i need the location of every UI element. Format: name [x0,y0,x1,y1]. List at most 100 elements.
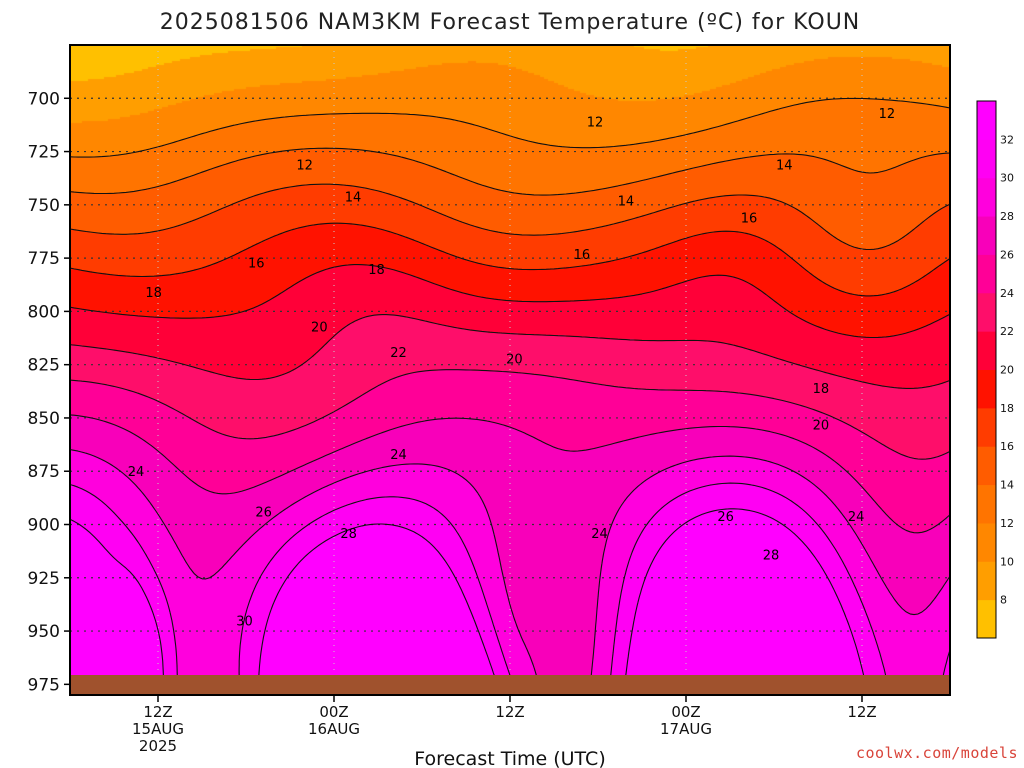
contour-label: 28 [340,527,357,542]
contour-label-text: 14 [345,190,362,205]
contour-label: 26 [717,510,734,525]
contour-label: 18 [145,286,162,301]
colorbar-tick-label: 28 [1000,210,1014,223]
contour-label-text: 28 [340,527,357,542]
colorbar-tick-label: 14 [1000,479,1014,492]
contour-labels: 12 12 12 14 14 14 16 16 16 18 18 18 20 20 20 22 24 24 24 24… [128,107,895,629]
contour-label-text: 18 [368,263,385,278]
contour-label-text: 12 [296,158,313,173]
colorbar: 8 10 12 14 16 18 20 22 24 26 28 30 32 [976,100,1014,639]
x-tick-label: 16AUG [308,720,360,738]
colorbar-tick-label: 22 [1000,325,1014,338]
y-tick-label: 875 [28,462,60,482]
contour-label-text: 20 [813,418,830,433]
contour-label-text: 14 [776,158,793,173]
contour-label-text: 28 [763,548,780,563]
y-tick-label: 700 [28,89,60,109]
chart-title: 2025081506 NAM3KM Forecast Temperature (… [160,10,861,35]
contour-label-text: 18 [145,286,162,301]
colorbar-segment [977,331,996,370]
contour-label: 18 [368,263,385,278]
y-tick-label: 950 [28,622,60,642]
contour-line-26 [70,414,950,534]
contour-label: 28 [763,548,780,563]
contour-label-text: 20 [506,352,523,367]
contour-label-text: 24 [848,510,865,525]
colorbar-tick-label: 32 [1000,133,1014,146]
contour-label-text: 12 [879,107,896,122]
contour-label-text: 14 [618,195,635,210]
contour-label: 14 [776,158,793,173]
contour-line-20 [70,264,950,339]
contour-label-text: 24 [390,448,407,463]
y-tick-label: 775 [28,249,60,269]
contour-line-28 [70,449,950,678]
colorbar-segment [977,407,996,447]
contour-label: 20 [506,352,523,367]
y-axis: 700 725 750 775 800 825 850 875 900 925 950 975 [28,89,70,695]
y-tick-label: 750 [28,196,60,216]
temperature-shading [70,45,950,675]
contour-label-text: 16 [574,248,591,263]
y-tick-label: 850 [28,409,60,429]
x-tick-label: 12Z [495,703,524,721]
colorbar-segment [977,254,996,294]
x-tick-label: 2025 [139,737,177,755]
contour-line-16 [70,183,950,251]
x-axis-label: Forecast Time (UTC) [414,748,605,768]
contour-line-22 [70,314,950,389]
colorbar-segment [977,139,996,179]
colorbar-segment [977,101,996,140]
ground-surface [70,675,950,695]
contour-label: 20 [813,418,830,433]
colorbar-segment [977,522,996,562]
contour-label: 24 [128,465,145,480]
contour-label: 30 [236,614,253,629]
contour-line-32 [70,508,865,678]
contour-label-text: 24 [591,527,608,542]
colorbar-frame [976,100,997,639]
plot-area [70,45,950,675]
contour-label-text: 26 [255,506,272,521]
colorbar-tick-label: 20 [1000,364,1014,377]
contour-label: 22 [390,346,407,361]
colorbar-tick-label: 30 [1000,172,1014,185]
contour-line-18 [70,222,950,297]
contour-lines [70,97,950,678]
y-tick-label: 725 [28,143,60,163]
colorbar-segment [977,599,996,639]
colorbar-tick-label: 24 [1000,287,1014,300]
credit-link[interactable]: coolwx.com/models [856,744,1018,762]
contour-label-text: 20 [311,320,328,335]
y-tick-label: 800 [28,302,60,322]
contour-label-text: 24 [128,465,145,480]
contour-label-text: 22 [390,346,407,361]
colorbar-segment [977,369,996,409]
colorbar-tick-label: 8 [1000,594,1007,607]
contour-label: 18 [813,382,830,397]
contour-label-text: 16 [248,256,265,271]
y-tick-label: 975 [28,675,60,695]
colorbar-tick-label: 26 [1000,248,1014,261]
contour-label-text: 16 [741,212,758,227]
contour-label-text: 26 [717,510,734,525]
contour-label: 14 [345,190,362,205]
colorbar-tick-label: 16 [1000,440,1014,453]
colorbar-tick-label: 18 [1000,402,1014,415]
contour-label: 24 [390,448,407,463]
contour-label-text: 18 [813,382,830,397]
x-tick-label: 17AUG [660,720,712,738]
y-tick-label: 925 [28,569,60,589]
colorbar-segment [977,484,996,524]
colorbar-segment [977,292,996,332]
contour-line-24 [70,369,950,460]
y-tick-label: 900 [28,516,60,536]
x-tick-label: 12Z [143,703,172,721]
x-tick-label: 00Z [319,703,348,721]
x-tick-label: 12Z [847,703,876,721]
contour-label: 16 [574,248,591,263]
contour-label-text: 30 [236,614,253,629]
contour-label: 24 [591,527,608,542]
